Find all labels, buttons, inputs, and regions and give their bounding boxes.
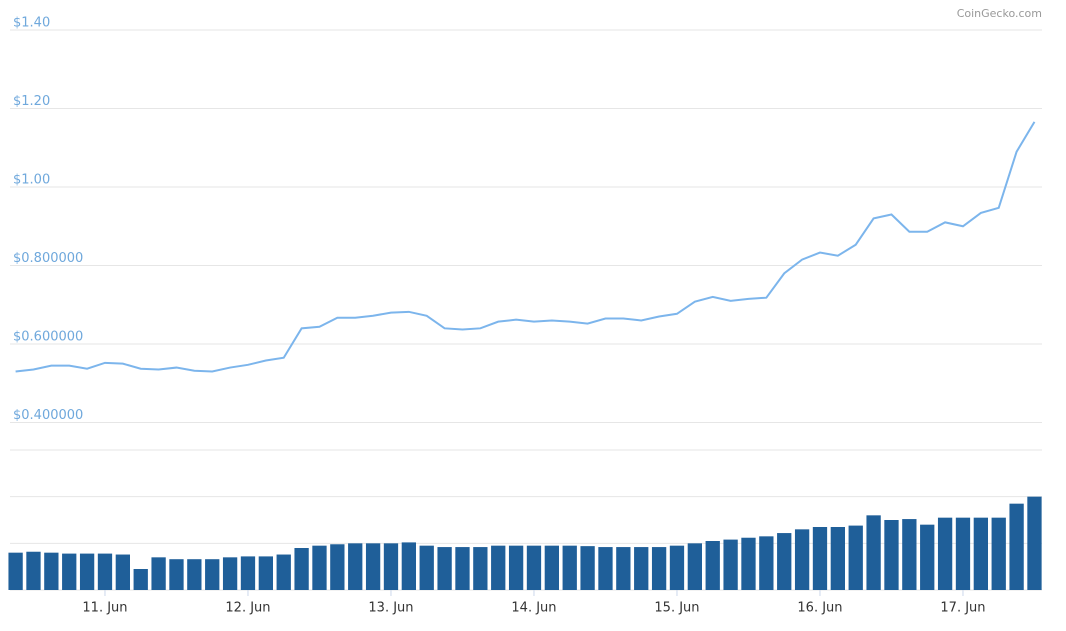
volume-bar [634,547,649,590]
volume-bar [920,524,935,590]
volume-bar [812,527,828,590]
volume-bar [955,517,971,590]
y-tick-label: $1.20 [13,94,50,109]
volume-bar [473,547,488,590]
volume-bar [508,545,524,590]
x-tick-label: 13. Jun [368,601,413,616]
volume-bar [526,545,542,590]
volume-bar [276,554,291,590]
x-tick-label: 16. Jun [797,601,842,616]
volume-bar [848,525,863,590]
volume-bar [616,547,631,590]
volume-bar [151,557,166,590]
volume-bar [973,517,988,590]
volume-bar [455,547,470,590]
volume-bar [598,547,613,590]
volume-bar [26,551,41,590]
volume-bar [991,517,1006,590]
volume-bar [777,533,792,590]
volume-bar [187,559,202,590]
volume-bar [759,536,774,590]
volume-bar [8,552,23,590]
volume-bar [866,515,881,590]
volume-bar [902,519,917,590]
volume-bar [937,517,953,590]
volume-bar [669,545,685,590]
volume-bar [830,527,845,590]
volume-bar [365,543,381,590]
volume-bar [562,545,577,590]
volume-bar [741,537,756,590]
volume-bar [723,539,738,590]
price-line [15,121,1036,373]
volume-bar [115,554,130,590]
y-tick-label: $0.800000 [13,251,83,266]
volume-bar [62,553,77,590]
volume-bar [794,529,810,590]
volume-bar [169,559,184,590]
x-tick-label: 14. Jun [511,601,556,616]
y-tick-label: $0.400000 [13,408,83,423]
y-tick-label: $1.40 [13,16,50,31]
volume-bar [401,542,416,590]
volume-bar [437,547,452,590]
volume-bar [1009,503,1024,590]
x-tick-label: 17. Jun [940,601,985,616]
volume-bar [348,543,363,590]
volume-bar [419,545,434,590]
volume-bar [312,545,327,590]
credit: CoinGecko.com [957,7,1042,20]
volume-bar [705,541,720,590]
volume-bar [205,559,220,590]
volume-bar [491,545,506,590]
volume-bar [133,569,148,590]
y-tick-label: $1.00 [13,173,50,188]
volume-bar [44,552,59,590]
x-tick-label: 12. Jun [225,601,270,616]
volume-bar [1027,496,1042,590]
volume-bar [884,520,899,590]
volume-bar [240,556,256,590]
volume-bar [294,548,309,590]
x-tick-label: 15. Jun [654,601,699,616]
volume-bar [258,556,273,590]
x-tick-label: 11. Jun [82,601,127,616]
volume-bar [97,553,113,590]
volume-bar [687,543,702,590]
volume-bar [651,547,667,590]
volume-bar [222,557,238,590]
volume-bar [330,544,345,590]
volume-bar [383,543,399,590]
volume-bar [79,553,95,590]
y-tick-label: $0.600000 [13,330,83,345]
volume-bar [580,546,595,590]
volume-bar [544,545,559,590]
